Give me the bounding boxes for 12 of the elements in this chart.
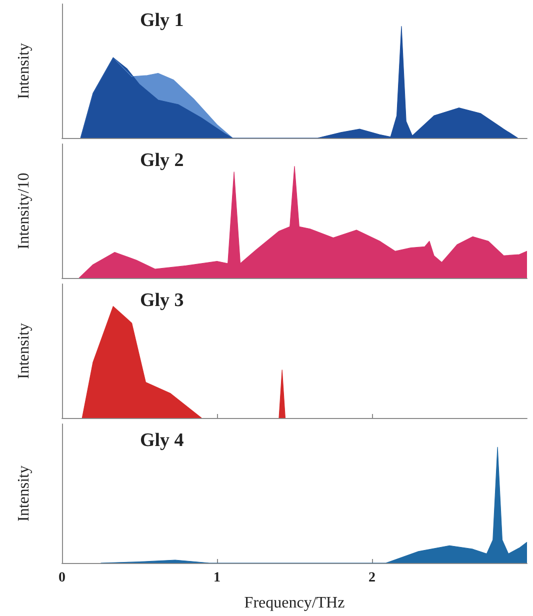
chart-title: Gly 3 (140, 290, 184, 311)
chart-title: Gly 1 (140, 10, 184, 31)
x-tick-label: 1 (214, 570, 220, 586)
y-axis-title: Intensity/10 (16, 172, 32, 250)
chart-title: Gly 2 (140, 150, 184, 171)
x-tick-label: 0 (58, 570, 66, 586)
x-tick-label: 2 (368, 570, 376, 586)
y-axis-title: Intensity (16, 323, 32, 379)
x-axis-title: Frequency/THz (244, 594, 345, 612)
y-axis-title: Intensity (16, 43, 32, 99)
y-axis-title: Intensity (16, 466, 32, 522)
chart-title: Gly 4 (140, 430, 184, 451)
